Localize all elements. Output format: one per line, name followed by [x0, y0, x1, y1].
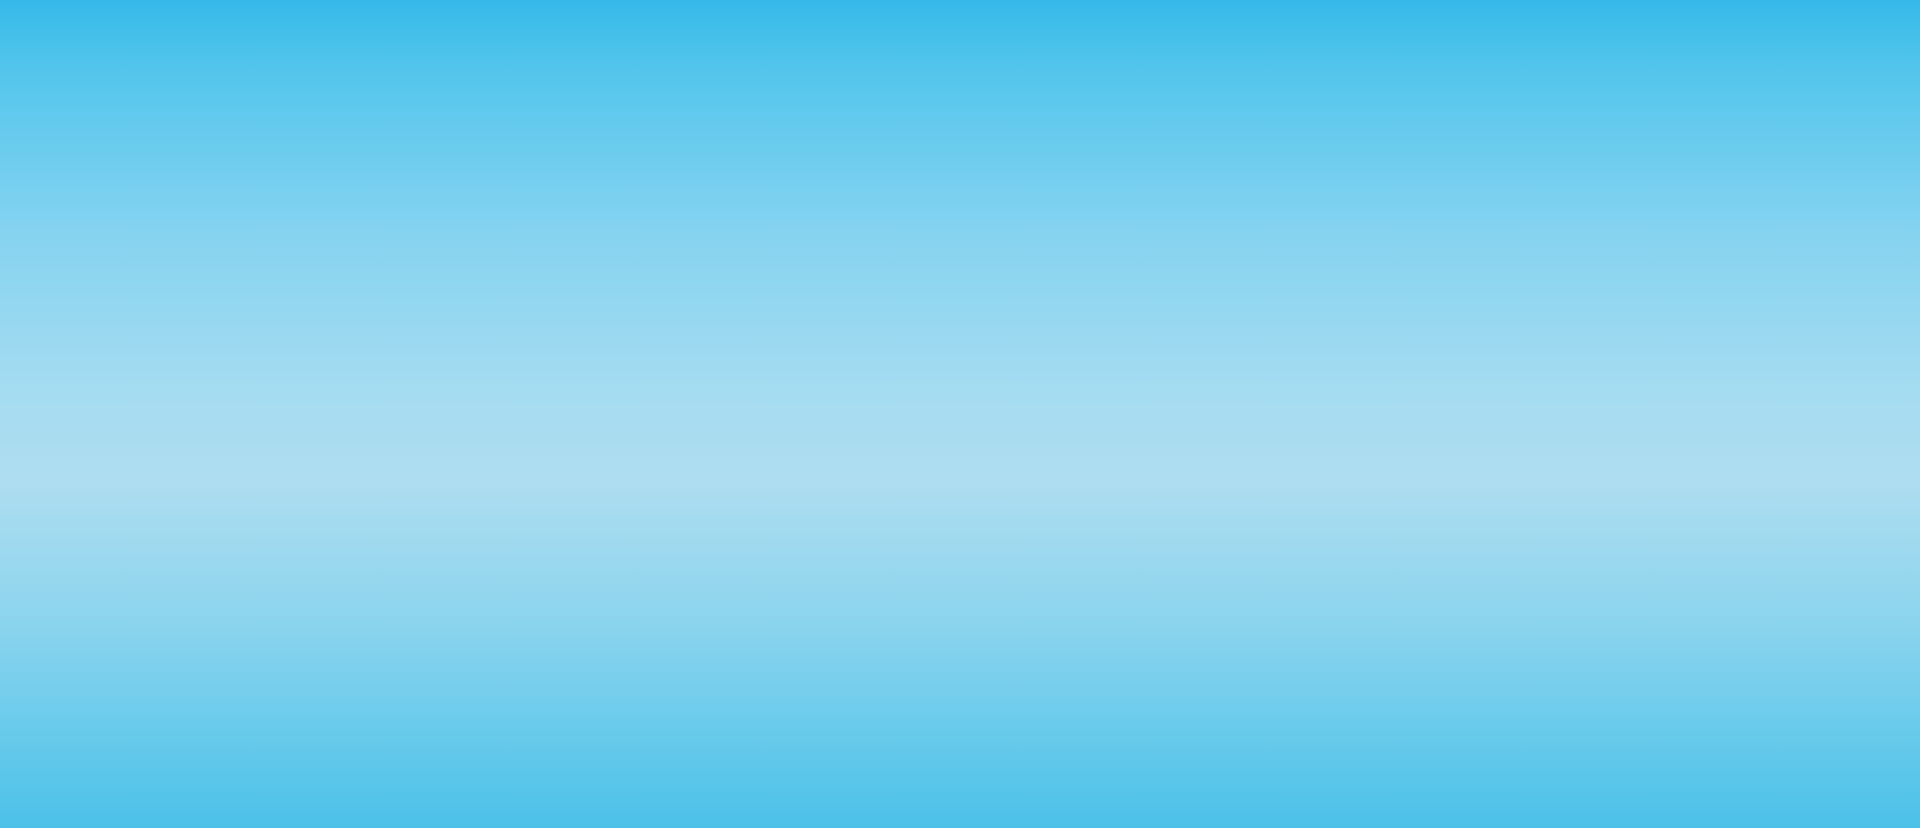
spectrum-chart: [0, 0, 1920, 828]
page-background: [0, 0, 1920, 828]
